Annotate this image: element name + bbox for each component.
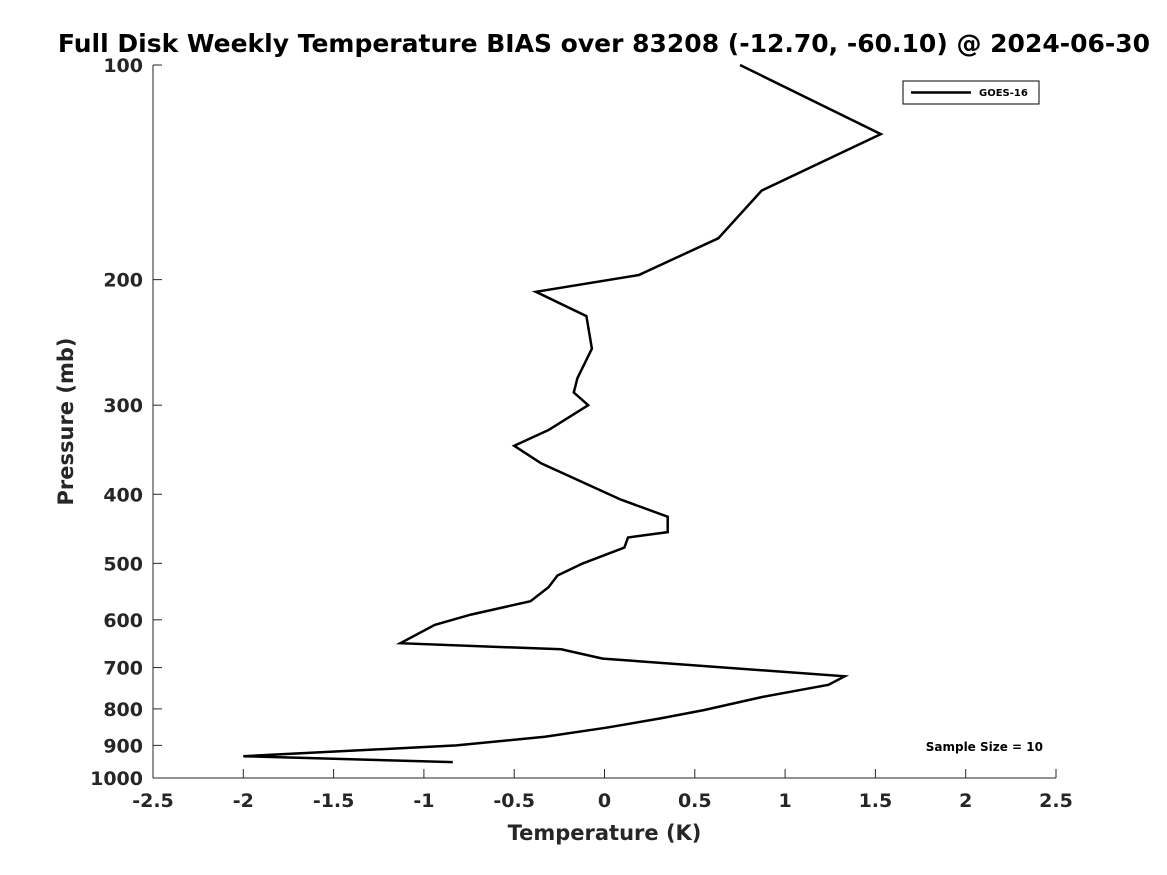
x-tick-label: 1 [778, 790, 791, 812]
x-tick-label: -1.5 [313, 790, 355, 812]
x-axis-label: Temperature (K) [508, 821, 702, 845]
y-axis-label: Pressure (mb) [54, 338, 78, 506]
x-tick-label: -0.5 [493, 790, 535, 812]
y-tick-label: 800 [103, 699, 143, 721]
y-tick-label: 500 [103, 553, 143, 575]
x-tick-label: -1 [413, 790, 434, 812]
y-tick-label: 1000 [90, 768, 143, 790]
y-tick-label: 300 [103, 395, 143, 417]
y-ticks: 100 200 300 400 500 600 700 800 900 1000 [90, 55, 162, 790]
chart-title: Full Disk Weekly Temperature BIAS over 8… [58, 29, 1150, 58]
y-tick-label: 200 [103, 270, 143, 292]
x-tick-label: 1.5 [859, 790, 893, 812]
series-layer [243, 63, 884, 764]
y-tick-label: 100 [103, 55, 143, 77]
y-tick-label: 700 [103, 658, 143, 680]
x-tick-label: 2.5 [1039, 790, 1073, 812]
x-tick-label: -2.5 [132, 790, 174, 812]
y-tick-label: 400 [103, 484, 143, 506]
x-tick-label: -2 [233, 790, 254, 812]
y-tick-label: 600 [103, 610, 143, 632]
y-tick-label: 900 [103, 735, 143, 757]
legend-label: GOES-16 [979, 88, 1028, 99]
x-ticks: -2.5 -2 -1.5 -1 -0.5 0 0.5 1 1.5 2 2.5 [132, 769, 1073, 812]
legend: GOES-16 [902, 80, 1040, 105]
x-tick-label: 0.5 [678, 790, 712, 812]
sample-size-annotation: Sample Size = 10 [926, 740, 1043, 754]
x-tick-label: 2 [959, 790, 972, 812]
series-line-1 [243, 63, 884, 764]
x-tick-label: 0 [598, 790, 611, 812]
